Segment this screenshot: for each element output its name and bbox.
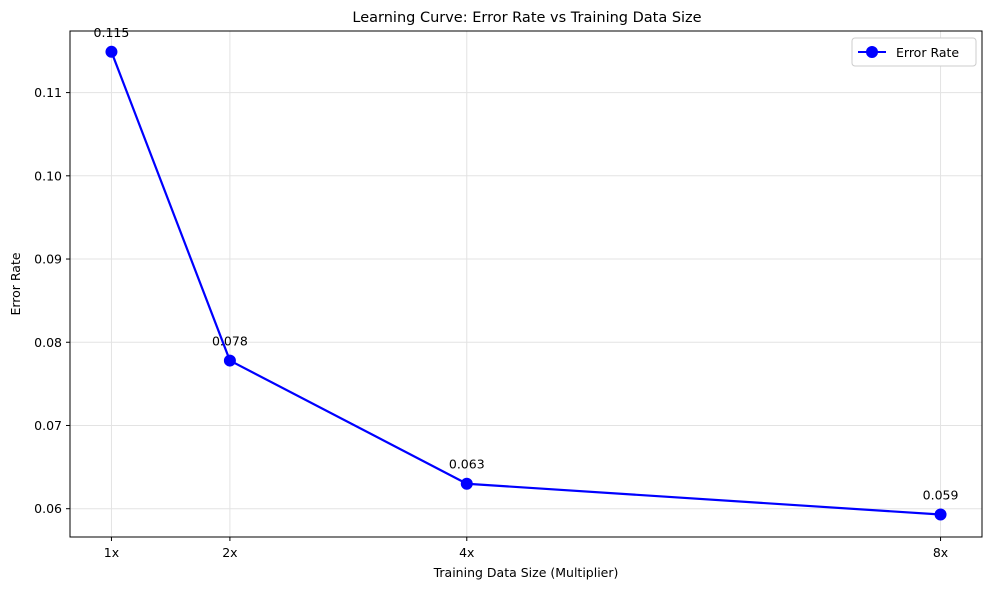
series-line (110, 51, 941, 516)
data-label: 0.063 (449, 457, 485, 472)
y-axis-label: Error Rate (8, 252, 23, 315)
legend-label: Error Rate (896, 45, 959, 60)
x-tick-label: 4x (459, 545, 474, 560)
y-tick-label: 0.06 (34, 501, 62, 516)
x-tick-label: 1x (104, 545, 119, 560)
data-point (105, 45, 118, 58)
data-labels: 0.115 0.078 0.063 0.059 (94, 25, 959, 503)
series-error-rate (105, 45, 947, 521)
legend-marker (866, 46, 878, 58)
data-label: 0.115 (94, 25, 130, 40)
y-tick-label: 0.07 (34, 418, 62, 433)
x-tick-label: 8x (933, 545, 948, 560)
plot-frame (69, 30, 983, 538)
data-point (934, 508, 947, 521)
y-tick-label: 0.11 (34, 85, 62, 100)
legend: Error Rate (851, 37, 977, 67)
y-tick-label: 0.08 (34, 335, 62, 350)
data-label: 0.059 (923, 488, 959, 503)
y-tick-label: 0.09 (34, 252, 62, 267)
data-label: 0.078 (212, 334, 248, 349)
x-tick-label: 2x (222, 545, 237, 560)
x-axis: 1x 2x 4x 8x (104, 537, 948, 560)
data-point (460, 477, 473, 490)
y-tick-label: 0.10 (34, 168, 62, 183)
data-point (223, 354, 236, 367)
chart-title: Learning Curve: Error Rate vs Training D… (352, 10, 701, 26)
legend-box (851, 37, 977, 67)
x-axis-label: Training Data Size (Multiplier) (433, 565, 619, 580)
y-axis: 0.06 0.07 0.08 0.09 0.10 0.11 (34, 85, 70, 516)
